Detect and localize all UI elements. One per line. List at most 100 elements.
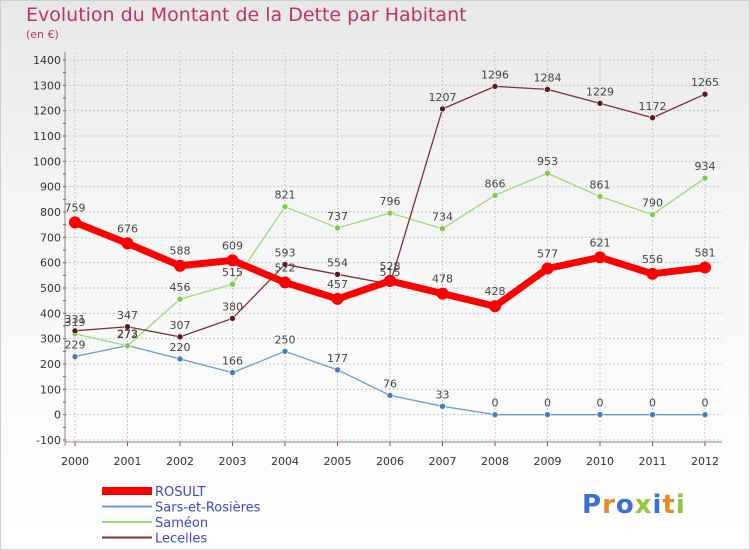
data-point: [596, 411, 604, 418]
legend-label: ROSULT: [155, 485, 205, 500]
x-tick-label: 2005: [324, 455, 352, 468]
data-point: [701, 411, 709, 418]
legend-label: Lecelles: [155, 532, 207, 547]
data-label: 272: [117, 328, 138, 341]
data-point: [281, 348, 289, 355]
data-label: 861: [590, 179, 611, 192]
y-tick-label: 800: [40, 206, 61, 219]
x-tick-label: 2002: [166, 455, 194, 468]
data-label: 331: [65, 313, 86, 326]
data-label: 866: [485, 177, 506, 190]
data-point: [491, 411, 499, 418]
data-point: [489, 300, 501, 313]
y-tick-label: 500: [40, 282, 61, 295]
y-tick-label: 300: [40, 333, 61, 346]
data-point: [544, 169, 551, 177]
data-point: [334, 271, 341, 278]
legend-label: Sars-et-Rosières: [155, 501, 261, 516]
y-tick-label: 100: [40, 383, 61, 396]
x-tick-label: 2001: [114, 455, 142, 468]
data-label: 1296: [481, 68, 509, 81]
data-point: [176, 295, 184, 303]
data-point: [439, 403, 446, 410]
data-label: 796: [380, 195, 401, 208]
data-point: [491, 191, 499, 199]
data-point: [279, 276, 291, 289]
x-tick-label: 2007: [429, 455, 457, 468]
data-label: 478: [432, 273, 453, 286]
data-label: 737: [327, 210, 348, 223]
legend-label: Saméon: [155, 516, 208, 531]
data-label: 621: [590, 236, 611, 249]
data-point: [699, 261, 711, 274]
y-tick-label: 900: [40, 181, 61, 194]
data-label: 229: [65, 339, 86, 352]
data-label: 734: [432, 211, 453, 224]
data-point: [649, 114, 656, 122]
data-point: [649, 211, 656, 218]
x-axis-ticks: 2000 2001 2002 2003 2004 2005 2006 2007 2008 2009…: [61, 455, 719, 468]
x-tick-label: 2010: [586, 455, 614, 468]
data-point: [384, 274, 396, 287]
data-label: 0: [492, 397, 499, 410]
data-label: 456: [170, 281, 191, 294]
data-point: [436, 287, 449, 300]
data-point: [176, 355, 184, 363]
data-point: [439, 105, 446, 113]
data-label: 588: [170, 245, 191, 258]
data-label: 554: [327, 256, 348, 269]
data-label: 1284: [534, 71, 562, 84]
data-point: [229, 315, 236, 322]
x-tick-label: 2000: [61, 455, 89, 468]
data-label: 609: [222, 239, 243, 252]
data-label: 821: [275, 189, 296, 202]
data-label: 319: [65, 316, 86, 329]
data-point: [439, 225, 446, 233]
data-point: [596, 100, 604, 107]
data-label: 220: [170, 341, 191, 354]
logo-letter: i: [652, 490, 663, 520]
data-point: [386, 392, 394, 399]
logo-letter: x: [634, 490, 653, 520]
data-point: [701, 90, 709, 98]
data-label: 428: [485, 285, 506, 298]
data-point: [121, 237, 134, 250]
data-label: 0: [544, 397, 551, 410]
data-point: [226, 254, 239, 267]
chart-title: Evolution du Montant de la Dette par Hab…: [26, 4, 467, 26]
data-point: [596, 193, 604, 200]
data-point: [176, 333, 184, 341]
logo-letter: r: [602, 490, 616, 520]
data-label: 934: [695, 160, 716, 173]
data-label: 1172: [639, 100, 667, 113]
data-point: [69, 216, 81, 229]
data-point: [71, 327, 79, 335]
data-label: 759: [65, 201, 86, 214]
logo-letter: P: [582, 490, 603, 520]
data-label: 1207: [429, 91, 457, 104]
data-label: 273: [117, 328, 138, 341]
data-label: 676: [117, 222, 138, 235]
data-point: [124, 342, 131, 350]
y-tick-label: 600: [40, 257, 61, 270]
y-tick-label: 700: [40, 231, 61, 244]
data-label: 528: [380, 260, 401, 273]
data-point: [334, 366, 341, 374]
data-label: 166: [222, 355, 243, 368]
data-point: [229, 280, 236, 288]
logo-letter: t: [662, 490, 676, 520]
data-point: [281, 261, 289, 268]
data-point: [71, 353, 79, 360]
data-point: [124, 323, 131, 331]
data-point: [646, 267, 659, 280]
y-tick-label: 200: [40, 358, 61, 371]
data-point: [701, 174, 709, 182]
data-label: 0: [597, 397, 604, 410]
x-tick-label: 2003: [219, 455, 247, 468]
data-labels: 759 676 588 609 522 457 528 478 428 577 621 556 581 2…: [65, 68, 720, 409]
x-tick-label: 2012: [691, 455, 719, 468]
proxiti-logo: Proxiti: [582, 490, 686, 520]
